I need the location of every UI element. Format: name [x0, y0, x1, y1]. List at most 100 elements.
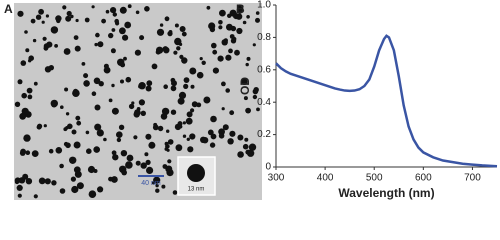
- particle: [151, 181, 156, 185]
- particle: [186, 111, 193, 118]
- data-line: [275, 34, 498, 168]
- particle: [33, 194, 38, 199]
- particle: [55, 15, 62, 22]
- particle: [22, 173, 29, 180]
- particle: [146, 166, 154, 174]
- particle: [135, 10, 140, 15]
- particle: [54, 44, 58, 48]
- particle: [182, 121, 186, 125]
- particle: [111, 150, 117, 156]
- particle: [155, 188, 160, 193]
- particle: [65, 112, 70, 116]
- particle: [242, 20, 247, 25]
- particle: [59, 188, 66, 194]
- particle: [207, 129, 214, 136]
- particle: [120, 79, 124, 84]
- particle: [112, 12, 118, 17]
- particle: [88, 190, 97, 198]
- particle: [210, 133, 217, 140]
- particle: [237, 151, 244, 158]
- particle: [255, 17, 260, 23]
- particle: [38, 8, 44, 15]
- particle: [238, 4, 242, 9]
- particle: [48, 65, 54, 71]
- particle: [94, 104, 101, 111]
- particle: [33, 81, 38, 86]
- particle: [236, 27, 243, 35]
- particle: [179, 42, 183, 47]
- particle: [120, 150, 128, 157]
- particle: [246, 149, 255, 157]
- particle: [246, 56, 251, 61]
- particle: [136, 107, 141, 111]
- particle: [176, 46, 181, 51]
- particle: [36, 124, 42, 130]
- particle: [134, 49, 141, 56]
- particle: [212, 49, 218, 55]
- particle: [244, 137, 249, 142]
- x-tick-label: 300: [268, 173, 285, 184]
- particle: [162, 164, 168, 169]
- x-axis-label: Wavelength (nm): [338, 186, 434, 200]
- particle: [236, 6, 244, 14]
- particle: [111, 83, 115, 88]
- particle: [94, 123, 102, 131]
- particle: [19, 150, 26, 156]
- particle: [111, 176, 118, 183]
- particle: [227, 25, 232, 31]
- particle: [108, 176, 113, 182]
- particle: [110, 7, 117, 14]
- particle: [98, 81, 104, 87]
- particle: [55, 147, 63, 154]
- particle: [28, 59, 32, 63]
- particle: [248, 143, 257, 151]
- particle: [252, 94, 258, 100]
- particle: [228, 48, 233, 54]
- particle: [153, 176, 161, 184]
- particle: [218, 25, 223, 30]
- particle: [95, 32, 100, 38]
- particle: [17, 10, 24, 17]
- particle: [245, 107, 252, 114]
- figure: A 40 nm 13 nm B 0 0.2 0.4 0.6 0.8 1.0 300 400 50…: [4, 0, 498, 200]
- particle: [35, 14, 42, 20]
- particle: [14, 101, 21, 108]
- particle: [50, 26, 59, 34]
- y-tick-label: 1.0: [257, 0, 271, 11]
- particle: [155, 49, 161, 55]
- particle: [25, 178, 33, 185]
- particle: [71, 185, 79, 194]
- particle: [183, 77, 190, 83]
- y-axis-label: OD: [238, 77, 252, 95]
- particle: [179, 26, 186, 32]
- particle: [62, 5, 67, 10]
- particle: [230, 38, 237, 44]
- particle: [191, 101, 198, 108]
- particle: [97, 41, 104, 48]
- particle: [256, 107, 260, 112]
- particle: [252, 43, 256, 47]
- particle: [51, 180, 57, 186]
- particle: [103, 137, 107, 142]
- particle: [73, 35, 79, 40]
- particle: [145, 159, 151, 165]
- particle: [140, 162, 147, 169]
- particle: [17, 79, 23, 85]
- particle: [144, 6, 150, 12]
- y-tick-label: 0: [265, 162, 271, 173]
- particle: [245, 62, 249, 67]
- particle: [140, 110, 146, 117]
- particle: [76, 182, 84, 190]
- particle: [187, 146, 194, 153]
- particle: [135, 160, 141, 166]
- particle: [235, 13, 243, 20]
- particle: [44, 178, 51, 185]
- particle: [164, 147, 169, 151]
- particle: [221, 107, 225, 111]
- particle: [17, 193, 22, 198]
- particle: [217, 55, 224, 62]
- particle: [190, 108, 195, 113]
- particle: [108, 98, 113, 103]
- particle: [164, 16, 170, 22]
- particle: [225, 88, 230, 93]
